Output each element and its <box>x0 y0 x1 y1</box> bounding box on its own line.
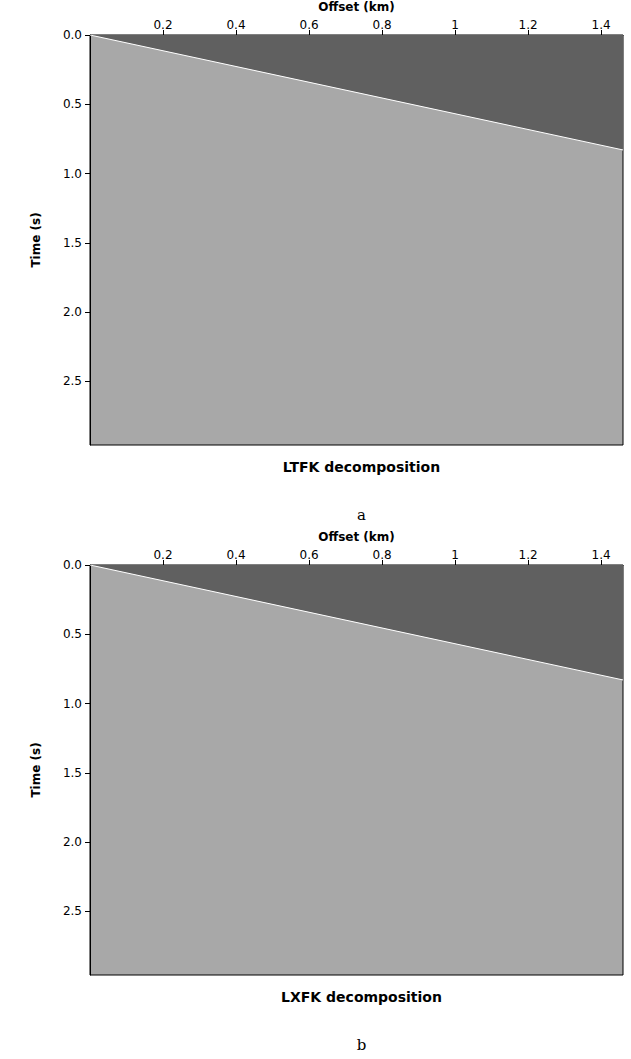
svg-text:1.2: 1.2 <box>519 18 538 32</box>
svg-text:0.8: 0.8 <box>373 18 392 32</box>
svg-text:0.8: 0.8 <box>373 548 392 562</box>
svg-text:1.0: 1.0 <box>63 697 82 711</box>
svg-text:1: 1 <box>451 548 459 562</box>
svg-text:0.6: 0.6 <box>299 18 318 32</box>
svg-text:0.4: 0.4 <box>226 18 245 32</box>
svg-text:a: a <box>357 506 366 524</box>
svg-text:0.6: 0.6 <box>299 548 318 562</box>
svg-text:Time (s): Time (s) <box>29 212 43 267</box>
svg-text:0.2: 0.2 <box>153 18 172 32</box>
svg-text:1.0: 1.0 <box>63 167 82 181</box>
svg-text:0.0: 0.0 <box>63 28 82 42</box>
svg-text:1.4: 1.4 <box>592 18 611 32</box>
svg-text:LTFK decomposition: LTFK decomposition <box>283 459 440 475</box>
svg-text:Time (s): Time (s) <box>29 742 43 797</box>
svg-text:0.5: 0.5 <box>63 627 82 641</box>
svg-text:1.2: 1.2 <box>519 548 538 562</box>
svg-text:LXFK decomposition: LXFK decomposition <box>281 989 442 1005</box>
svg-text:2.0: 2.0 <box>63 835 82 849</box>
svg-text:Offset (km): Offset (km) <box>318 0 395 14</box>
svg-text:1.5: 1.5 <box>63 236 82 250</box>
svg-text:0.0: 0.0 <box>63 558 82 572</box>
svg-text:0.4: 0.4 <box>226 548 245 562</box>
svg-text:0.2: 0.2 <box>153 548 172 562</box>
svg-text:b: b <box>357 1036 367 1054</box>
svg-text:1: 1 <box>451 18 459 32</box>
svg-text:1.5: 1.5 <box>63 766 82 780</box>
svg-text:Offset (km): Offset (km) <box>318 530 395 544</box>
svg-text:2.5: 2.5 <box>63 374 82 388</box>
svg-text:0.5: 0.5 <box>63 97 82 111</box>
svg-text:1.4: 1.4 <box>592 548 611 562</box>
svg-text:2.0: 2.0 <box>63 305 82 319</box>
svg-text:2.5: 2.5 <box>63 904 82 918</box>
